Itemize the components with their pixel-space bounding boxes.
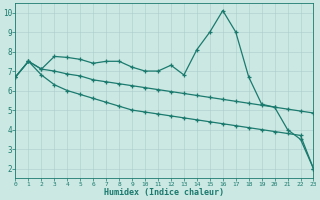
X-axis label: Humidex (Indice chaleur): Humidex (Indice chaleur) [105,188,225,197]
